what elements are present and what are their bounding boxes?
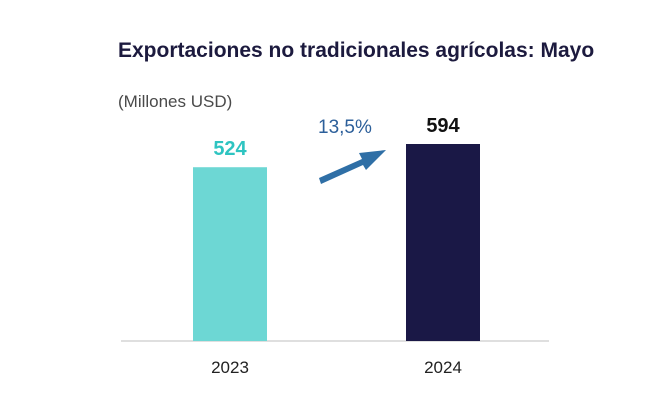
- chart-title: Exportaciones no tradicionales agrícolas…: [118, 39, 595, 62]
- arrow-up-right-icon: [319, 150, 386, 184]
- x-tick-label-2024: 2024: [424, 358, 462, 377]
- x-tick-label-2023: 2023: [211, 358, 249, 377]
- bar-2024: [406, 144, 480, 341]
- data-label-2024: 594: [426, 115, 460, 137]
- chart-subtitle: (Millones USD): [118, 92, 233, 111]
- data-label-2023: 524: [213, 138, 247, 160]
- bar-2023: [193, 167, 267, 341]
- growth-annotation: 13,5%: [318, 117, 372, 138]
